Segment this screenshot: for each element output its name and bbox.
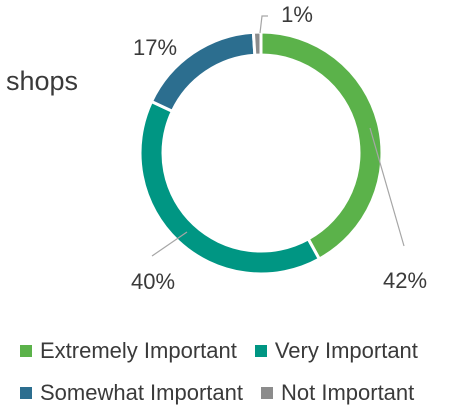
- donut-slice-not-important: [251, 30, 263, 57]
- legend-swatch: [260, 387, 273, 399]
- leader-line-extremely-important: [369, 127, 405, 247]
- legend-row-2: Somewhat Important Not Important: [20, 378, 432, 408]
- data-label-very-important: 40%: [131, 269, 175, 294]
- legend-label: Extremely Important: [40, 338, 237, 363]
- chart-side-title: shops: [6, 66, 79, 96]
- legend-swatch: [20, 387, 32, 399]
- legend-label: Not Important: [280, 380, 415, 405]
- legend-swatch: [20, 345, 32, 357]
- donut-chart: 42% 40% 17% 1%: [131, 2, 427, 294]
- data-label-somewhat-important: 17%: [133, 35, 177, 60]
- legend-label: Very Important: [274, 338, 418, 363]
- legend-item-somewhat-important: Somewhat Important: [20, 380, 243, 406]
- data-label-not-important: 1%: [281, 2, 313, 27]
- legend-swatch: [254, 345, 267, 357]
- legend-row-1: Extremely Important Very Important: [20, 336, 436, 366]
- data-label-extremely-important: 42%: [383, 268, 427, 293]
- legend-item-not-important: Not Important: [260, 380, 415, 406]
- donut-slice-very-important: [138, 99, 322, 276]
- leader-line-not-important: [259, 15, 268, 34]
- legend-item-extremely-important: Extremely Important: [20, 338, 237, 364]
- donut-slice-extremely-important: [259, 30, 384, 262]
- legend-item-very-important: Very Important: [254, 338, 418, 364]
- leader-line-very-important: [151, 231, 188, 257]
- legend-label: Somewhat Important: [40, 380, 243, 405]
